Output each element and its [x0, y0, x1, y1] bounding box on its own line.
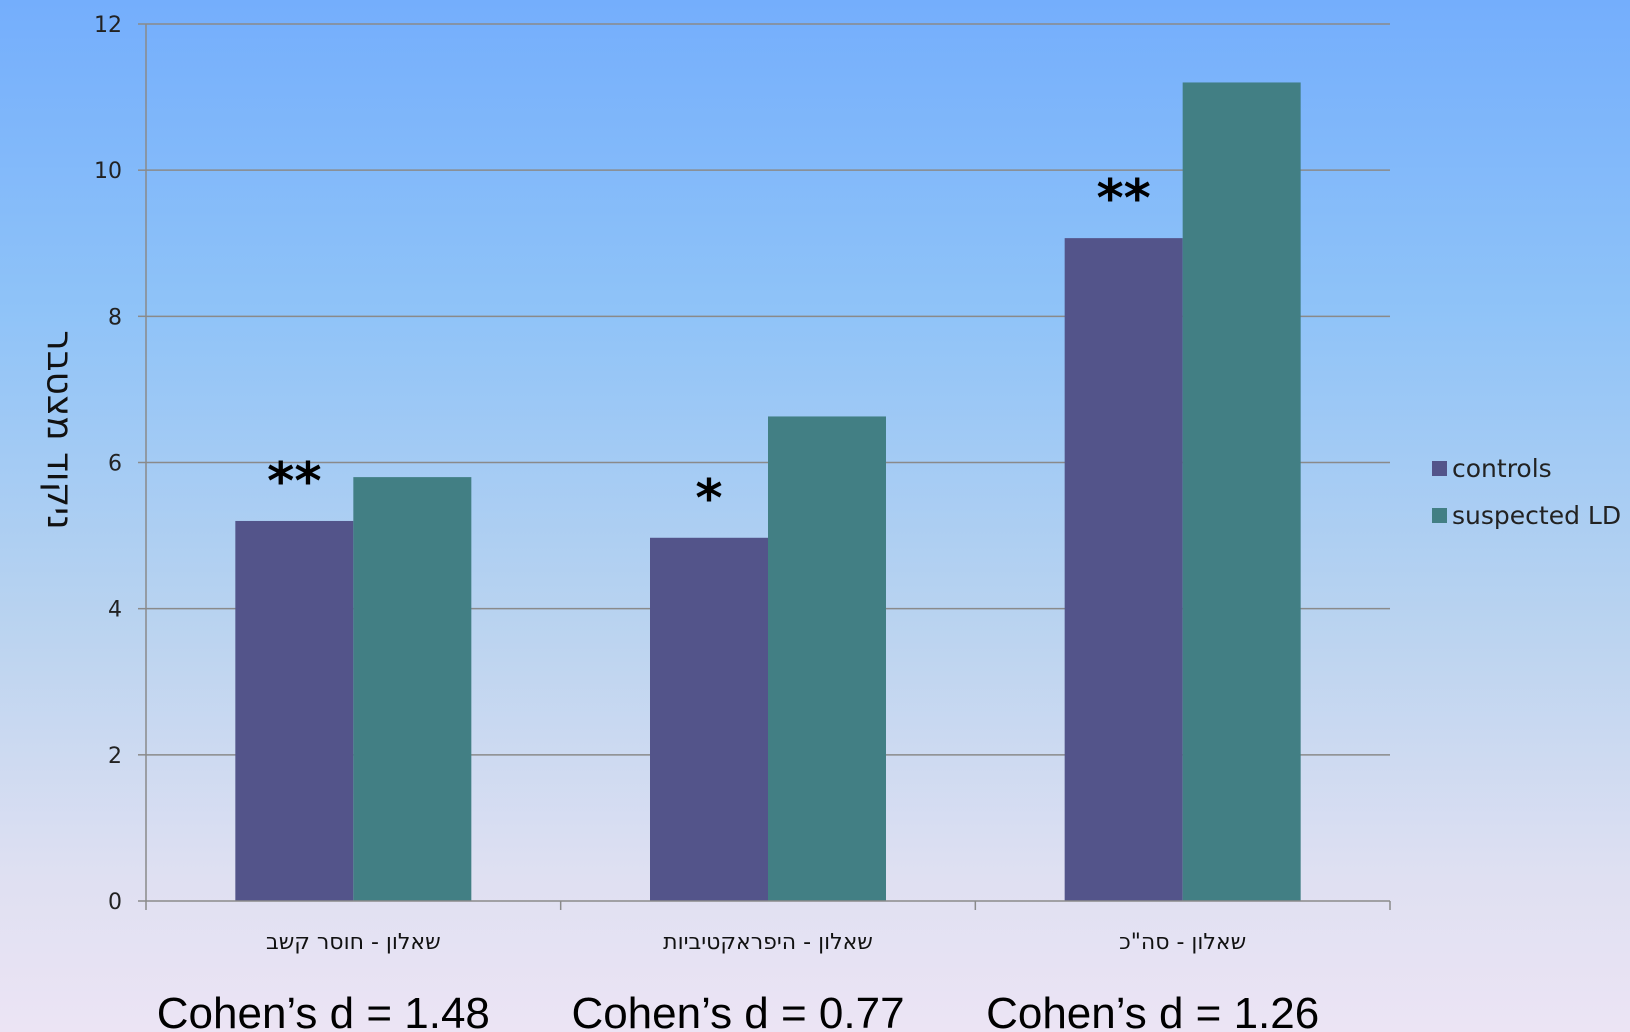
legend-label: controls: [1452, 454, 1552, 483]
bar-controls: [1064, 238, 1183, 902]
y-tick-label: 2: [108, 744, 122, 769]
bar-controls: [650, 537, 768, 901]
y-axis-label: ניקוד מצטבר: [39, 330, 80, 529]
effect-size-label: Cohen’s d = 0.77: [571, 989, 904, 1032]
y-tick-label: 12: [94, 13, 122, 38]
bar-suspected-ld: [768, 416, 886, 901]
legend-label: suspected LD: [1452, 501, 1621, 530]
x-category-labels: שאלון - חוסר קשב שאלון - היפראקטיביות שאלו…: [266, 930, 1246, 955]
effect-size-label: Cohen’s d = 1.48: [157, 989, 490, 1032]
axes: [145, 24, 1391, 910]
effect-size-labels: Cohen’s d = 1.48 Cohen’s d = 0.77 Cohen’s …: [157, 989, 1319, 1032]
x-category-label: שאלון - סה"כ: [1119, 930, 1246, 955]
bars: [235, 82, 1301, 902]
bar-suspected-ld: [1182, 82, 1301, 901]
x-category-label: שאלון - היפראקטיביות: [663, 930, 873, 955]
y-tick-label: 8: [108, 305, 122, 330]
significance-markers: ** ***: [267, 169, 1151, 529]
legend-swatch: [1432, 508, 1447, 523]
x-category-label: שאלון - חוסר קשב: [266, 930, 441, 955]
legend-swatch: [1432, 461, 1447, 476]
bar-controls: [235, 520, 354, 901]
y-tick-label: 0: [108, 890, 122, 915]
significance-marker: **: [1096, 169, 1150, 229]
legend: controls suspected LD: [1432, 454, 1621, 530]
y-tick-label: 4: [108, 598, 122, 623]
y-tick-labels: 0 2 4 6 8 10 12: [94, 13, 122, 915]
significance-marker: *: [695, 469, 722, 529]
y-tick-label: 6: [108, 452, 122, 477]
effect-size-label: Cohen’s d = 1.26: [986, 989, 1319, 1032]
y-tick-label: 10: [94, 159, 122, 184]
significance-marker: **: [267, 452, 321, 512]
bar-suspected-ld: [353, 477, 472, 901]
